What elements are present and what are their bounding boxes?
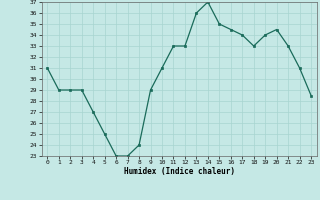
- X-axis label: Humidex (Indice chaleur): Humidex (Indice chaleur): [124, 167, 235, 176]
